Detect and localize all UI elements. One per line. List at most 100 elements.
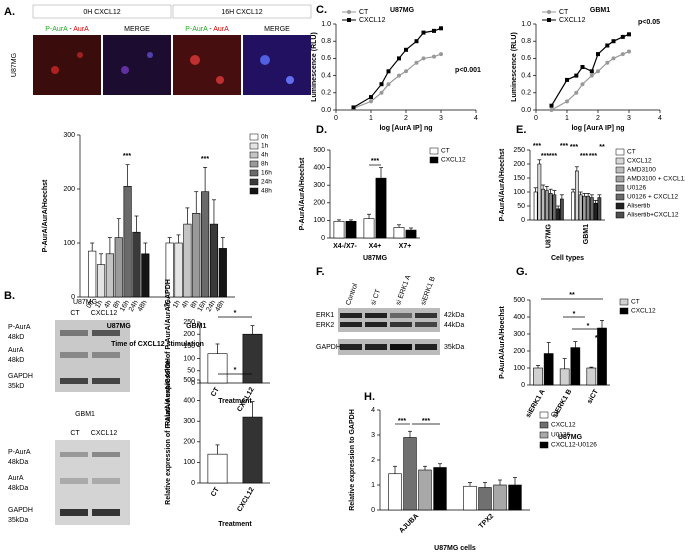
bar-label: 1h (172, 299, 182, 309)
legend-swatch (429, 156, 439, 164)
y-tick-label: 0.2 (521, 90, 531, 97)
legend-label: CT (631, 299, 640, 306)
x-axis-label: Cell types (551, 255, 584, 262)
marker (580, 82, 585, 87)
y-tick-label: 3 (371, 432, 375, 439)
series-line (550, 33, 630, 107)
bar (114, 237, 123, 298)
band-size: 48kD (8, 334, 24, 341)
x-tick-label: 1 (565, 115, 569, 122)
bar (559, 198, 564, 221)
panel-label: D. (316, 124, 327, 136)
legend-swatch (539, 431, 549, 439)
annotation: p<0.05 (638, 19, 660, 26)
bar (556, 208, 561, 221)
x-tick-label: X7+ (399, 243, 412, 250)
x-tick-label: U87MG (546, 223, 553, 248)
y-tick-label: 100 (513, 189, 525, 196)
legend-label: 16h (261, 170, 272, 177)
bar (552, 194, 557, 221)
marker (421, 30, 426, 35)
y-axis-label: P-AurA/AurA/Hoechst (299, 157, 306, 230)
marker (565, 77, 569, 82)
stain-label: MERGE (124, 26, 150, 33)
y-axis-label: Luminescence (RLU) (311, 32, 318, 102)
band-label: AurA (8, 475, 24, 482)
stain-label: P-AurA - AurA (45, 26, 89, 33)
marker (397, 73, 401, 78)
annotation: *** (533, 143, 541, 150)
marker (414, 60, 419, 65)
lane-label: siERK1 B (420, 275, 437, 306)
legend-label: CT (441, 148, 450, 155)
bar (132, 231, 141, 298)
bar (183, 223, 192, 298)
x-tick-label: 2 (404, 115, 408, 122)
legend-label: CXCL12 (551, 422, 576, 429)
x-tick-label: siCT (586, 388, 600, 405)
bar (403, 437, 417, 511)
annotation: *** (560, 143, 568, 150)
x-axis-label: Treatment (218, 398, 252, 405)
bar (593, 202, 598, 221)
x-axis-label: U87MG (363, 255, 388, 262)
bar (209, 223, 219, 298)
marker (369, 99, 373, 104)
legend-label: CXCL12 (627, 158, 652, 165)
marker (565, 99, 569, 104)
marker (605, 43, 610, 48)
bar (533, 367, 543, 386)
bar (388, 473, 402, 511)
x-tick-label: 4 (474, 115, 478, 122)
annotation: *** (371, 158, 379, 165)
legend-swatch (619, 307, 629, 315)
legend-swatch (249, 142, 259, 150)
legend-swatch (615, 184, 625, 192)
marker (414, 39, 419, 44)
legend-marker (547, 10, 551, 14)
y-tick-label: 500 (313, 147, 325, 154)
marker (386, 82, 391, 87)
x-axis-label: U87MG (558, 434, 583, 441)
x-tick-label: 1 (369, 115, 373, 122)
annotation: *** (422, 418, 430, 425)
legend-swatch (615, 211, 625, 219)
bar (578, 194, 583, 221)
bar (192, 213, 201, 298)
bar (363, 218, 375, 239)
blot-title: GBM1 (75, 411, 95, 418)
band-label: ERK1 (316, 312, 334, 319)
y-tick-label: 0 (371, 507, 375, 514)
band-label: AurA (8, 347, 24, 354)
series-line (353, 27, 442, 108)
blot-title: U87MG (73, 299, 97, 306)
annotation: *** (398, 418, 406, 425)
annotation: *** (570, 144, 578, 151)
bar-label: 1h (94, 299, 104, 309)
y-tick-label: 200 (183, 331, 195, 338)
legend-swatch (249, 169, 259, 177)
x-tick-label: GBM1 (186, 323, 206, 330)
x-tick-label: 4 (658, 115, 662, 122)
y-tick-label: 0.6 (321, 55, 331, 62)
bar (597, 197, 602, 221)
legend-label: U0126 + CXCL12 (627, 194, 679, 201)
legend-label: 48h (261, 188, 272, 195)
panel-label: H. (364, 391, 375, 403)
bar (174, 242, 183, 298)
y-tick-label: 1.0 (521, 21, 531, 28)
annotation: * (234, 367, 237, 374)
legend-label: CT (359, 9, 369, 16)
lane-label: CXCL12 (91, 430, 118, 437)
bar (242, 333, 263, 384)
bar (201, 191, 210, 298)
annotation: *** (595, 335, 603, 342)
x-tick-label: GBM1 (583, 224, 590, 244)
legend-swatch (249, 187, 259, 195)
y-tick-label: 200 (513, 348, 525, 355)
marker (397, 56, 401, 61)
bar (589, 197, 594, 221)
bar (242, 416, 263, 484)
image-header: 16H CXCL12 (221, 9, 262, 16)
